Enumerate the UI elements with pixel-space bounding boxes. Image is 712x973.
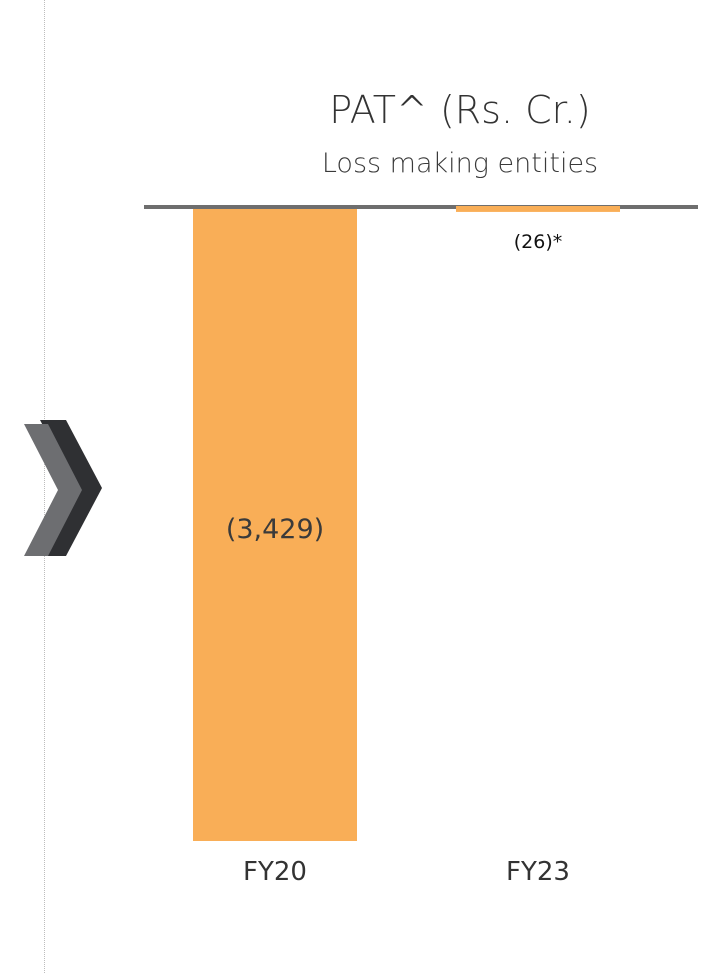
bar-fy20	[193, 207, 357, 841]
section-divider	[44, 0, 45, 973]
chart-subtitle: Loss making entities	[321, 148, 599, 179]
category-label-fy23: FY23	[506, 857, 570, 887]
category-label-fy20: FY20	[243, 857, 307, 887]
data-label-fy23: (26)*	[514, 231, 563, 253]
data-label-fy20: (3,429)	[226, 514, 324, 545]
bar-fy23-overlay	[456, 206, 620, 212]
chevron-right-icon	[24, 420, 102, 556]
chart-title: PAT^ (Rs. Cr.)	[329, 88, 591, 132]
